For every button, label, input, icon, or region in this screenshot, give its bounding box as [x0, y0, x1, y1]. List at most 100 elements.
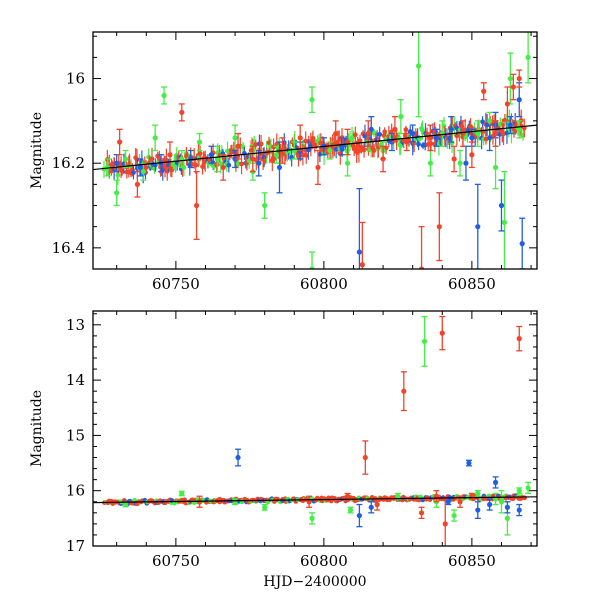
data-point	[448, 126, 454, 132]
data-point	[306, 499, 312, 505]
data-point	[416, 63, 422, 69]
data-point	[196, 139, 203, 145]
data-point	[344, 493, 351, 499]
plot-frame	[92, 310, 538, 547]
data-point	[356, 512, 362, 519]
cloud-point	[497, 121, 503, 127]
data-point	[475, 224, 481, 230]
y-tick-label: 16	[66, 482, 85, 500]
cloud-point	[149, 156, 155, 162]
data-point	[134, 181, 140, 187]
cloud-point	[416, 141, 421, 147]
cloud-point	[197, 151, 203, 156]
data-point	[208, 152, 214, 158]
cloud-point	[226, 162, 232, 168]
data-point	[194, 202, 200, 209]
cloud-point	[398, 143, 403, 149]
data-point	[475, 490, 481, 497]
light-curve-bottom-panel: 60750 60800 60850 13 14 15 16 17 Magnitude HJD−24…	[29, 310, 538, 590]
data-point	[309, 97, 315, 103]
data-point	[179, 109, 185, 116]
data-point	[398, 114, 404, 120]
data-point	[498, 499, 505, 505]
cloud-point	[356, 148, 362, 154]
data-point	[262, 202, 268, 209]
x-axis-label: HJD−2400000	[263, 574, 366, 590]
y-tick-label: 16.2	[52, 154, 85, 172]
data-point	[297, 135, 303, 141]
data-point	[368, 126, 374, 132]
data-point	[516, 336, 522, 342]
data-point	[492, 130, 499, 137]
data-point	[466, 460, 472, 466]
cloud-point	[261, 154, 267, 160]
data-point	[421, 338, 428, 345]
data-point	[220, 164, 226, 171]
y-tick-label: 16.4	[52, 239, 85, 257]
data-point	[469, 152, 475, 158]
data-point	[445, 499, 451, 505]
data-point	[140, 169, 146, 175]
data-point	[457, 499, 463, 505]
data-point	[469, 135, 475, 141]
cloud-point	[262, 158, 268, 164]
data-point	[481, 88, 487, 94]
data-point	[273, 152, 280, 158]
data-point	[362, 454, 368, 461]
cloud-point	[169, 167, 175, 173]
data-point	[122, 501, 129, 508]
data-point	[327, 147, 333, 154]
data-point	[463, 160, 469, 166]
data-point	[487, 501, 493, 508]
data-point	[457, 160, 463, 166]
cloud-point	[522, 495, 527, 501]
y-tick-label: 17	[66, 537, 85, 555]
y-tick-label: 14	[66, 371, 85, 389]
cloud-point	[377, 131, 383, 137]
x-tick-label: 60850	[448, 552, 496, 570]
data-point	[507, 75, 513, 82]
data-point	[276, 164, 283, 171]
data-point	[232, 499, 238, 505]
data-point	[436, 224, 442, 230]
data-point	[309, 515, 315, 521]
data-point	[395, 493, 401, 499]
data-point	[516, 507, 522, 513]
cloud-point	[131, 170, 136, 175]
cloud-point	[419, 127, 425, 133]
cloud-point	[193, 162, 199, 168]
plot-frame	[92, 31, 538, 270]
cloud-point	[303, 153, 309, 158]
trend-line	[93, 124, 537, 171]
x-tick-label: 60800	[300, 275, 348, 293]
data-point	[516, 75, 522, 82]
cloud-point	[403, 127, 409, 133]
data-point	[262, 504, 268, 510]
data-point	[374, 501, 380, 508]
data-point	[179, 490, 185, 497]
data-point	[451, 156, 457, 162]
data-point	[516, 97, 522, 103]
data-point	[442, 521, 448, 527]
data-point	[487, 118, 493, 124]
cloud-point	[454, 133, 460, 139]
data-point	[519, 241, 525, 247]
data-point	[235, 454, 241, 461]
cloud-point	[433, 129, 439, 135]
data-point	[492, 164, 499, 171]
data-point	[504, 515, 510, 521]
data-point	[365, 130, 371, 137]
data-point	[137, 164, 143, 171]
trend-line	[93, 496, 537, 504]
data-point	[418, 510, 425, 516]
data-point	[122, 156, 129, 162]
data-point	[498, 202, 505, 209]
data-point	[315, 164, 321, 171]
x-tick-label: 60750	[152, 552, 200, 570]
data-point	[380, 156, 386, 162]
data-point	[475, 130, 481, 137]
cloud-point	[305, 147, 311, 153]
data-point	[427, 160, 434, 166]
data-point	[487, 135, 493, 141]
data-point	[392, 126, 398, 132]
